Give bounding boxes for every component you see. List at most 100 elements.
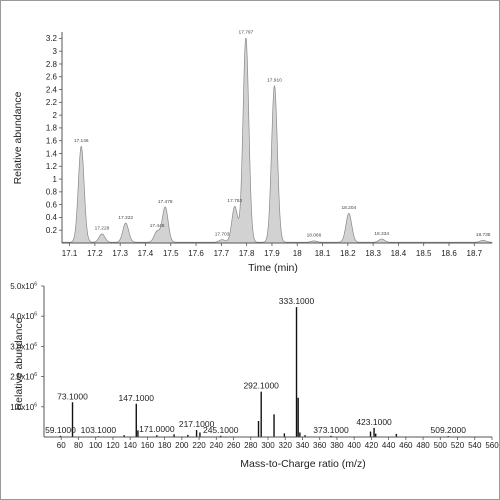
spectrum-x-tick-label: 100 <box>89 441 103 450</box>
chromatogram-x-tick-label: 17.9 <box>264 249 280 258</box>
chromatogram-x-tick-label: 17.4 <box>138 249 154 258</box>
spectrum-ion-label: 59.1000 <box>45 425 76 435</box>
chromatogram-x-tick-label: 18.5 <box>416 249 432 258</box>
spectrum-x-tick-label: 420 <box>365 441 379 450</box>
chromatogram-y-tick-label: 1.2 <box>46 162 58 171</box>
chromatogram-x-tick-label: 17.6 <box>188 249 204 258</box>
chromatogram-y-tick-label: 2.2 <box>46 98 58 107</box>
spectrum-x-tick-label: 140 <box>123 441 137 450</box>
chromatogram-peak-label: 17.703 <box>215 231 230 237</box>
chromatogram-y-tick-label: 0.2 <box>46 226 58 235</box>
chromatogram-peak-label: 17.446 <box>150 223 165 229</box>
chromatogram-peak-label: 17.797 <box>239 29 254 35</box>
spectrum-x-tick-label: 360 <box>313 441 327 450</box>
chromatogram-x-title: Time (min) <box>248 262 298 274</box>
chromatogram-x-tick-label: 18.2 <box>340 249 356 258</box>
spectrum-x-tick-label: 540 <box>468 441 482 450</box>
chromatogram-y-tick-label: 3.2 <box>46 34 58 43</box>
spectrum-x-tick-label: 60 <box>57 441 66 450</box>
chromatogram-x-tick-label: 17.1 <box>62 249 78 258</box>
spectrum-ion-label: 292.1000 <box>243 381 279 391</box>
chromatogram-y-tick-label: 0.8 <box>46 188 58 197</box>
chromatogram-y-tick-label: 3 <box>53 47 58 56</box>
spectrum-ion-label: 423.1000 <box>356 417 392 427</box>
chromatogram-y-ticks: 0.2 0.4 0.6 0.8 1 1.2 1.4 1.6 1.8 2 2.2 2.4 2.6 2.8 3 3… <box>46 34 62 235</box>
spectrum-x-title: Mass-to-Charge ratio (m/z) <box>240 458 365 470</box>
chromatogram-y-tick-label: 2.4 <box>46 85 58 94</box>
chromatogram-peak-label: 17.753 <box>227 198 242 204</box>
spectrum-y-tick-exponent: 6 <box>34 282 37 288</box>
spectrum-x-tick-label: 480 <box>416 441 430 450</box>
chromatogram-x-tick-label: 18.6 <box>441 249 457 258</box>
chromatogram-trace <box>61 38 493 244</box>
chromatogram-x-ticks: 17.1 17.2 17.3 17.4 17.5 17.6 17.7 17.8 17.9 18 18… <box>62 243 483 258</box>
spectrum-ion-label: 73.1000 <box>57 391 88 401</box>
spectrum-y-tick-exponent: 6 <box>34 342 37 348</box>
spectrum-x-tick-label: 240 <box>210 441 224 450</box>
chromatogram-y-title: Relative abundance <box>12 91 24 184</box>
chromatogram-peak-label: 17.322 <box>118 215 133 221</box>
spectrum-ion-label: 147.1000 <box>119 393 155 403</box>
spectrum-ion-label: 373.1000 <box>313 425 349 435</box>
spectrum-x-tick-label: 560 <box>485 441 499 450</box>
chromatogram-y-tick-label: 2.6 <box>46 73 58 82</box>
spectrum-x-tick-label: 260 <box>227 441 241 450</box>
chromatogram-x-tick-label: 17.5 <box>163 249 179 258</box>
spectrum-bars <box>59 307 449 437</box>
spectrum-x-tick-label: 300 <box>261 441 275 450</box>
spectrum-x-tick-label: 180 <box>158 441 172 450</box>
spectrum-ion-label: 103.1000 <box>81 425 117 435</box>
chromatogram-peak-label: 17.910 <box>267 77 282 83</box>
chromatogram-x-tick-label: 17.2 <box>87 249 103 258</box>
chromatogram-y-tick-label: 2 <box>53 111 58 120</box>
spectrum-ion-label: 217.1000 <box>179 419 215 429</box>
chromatogram-peak-label: 17.228 <box>95 226 110 232</box>
chromatogram-peak-labels: 17.146 17.228 17.322 17.446 17.478 17.703 17.7… <box>74 29 491 238</box>
spectrum-x-tick-label: 380 <box>330 441 344 450</box>
spectrum-x-tick-label: 500 <box>434 441 448 450</box>
spectrum-x-tick-label: 120 <box>106 441 120 450</box>
chromatogram-peak-label: 18.066 <box>307 233 322 239</box>
spectrum-y-tick-label: 1.0x106 <box>10 402 37 412</box>
chromatogram-peak-label: 18.204 <box>341 205 356 211</box>
chromatogram-peak-label: 17.478 <box>158 199 173 205</box>
spectrum-x-tick-label: 440 <box>382 441 396 450</box>
spectrum-ion-label: 333.1000 <box>279 296 315 306</box>
spectrum-x-tick-label: 200 <box>175 441 189 450</box>
chromatogram-y-tick-label: 0.4 <box>46 213 58 222</box>
spectrum-y-tick-label: 2.0x106 <box>10 372 37 382</box>
spectrum-ion-label: 245.1000 <box>203 425 239 435</box>
chromatogram-x-tick-label: 18.4 <box>391 249 407 258</box>
spectrum-y-title: Relative abundance <box>13 317 25 410</box>
spectrum-panel: 1.0x106 2.0x106 3.0x106 4.0x106 5.0x106 60 80… <box>10 282 499 471</box>
spectrum-x-tick-label: 80 <box>74 441 83 450</box>
chromatogram-y-tick-label: 1.6 <box>46 136 58 145</box>
chromatogram-panel: 0.2 0.4 0.6 0.8 1 1.2 1.4 1.6 1.8 2 2.2 2.4 2.6 2.8 3 3… <box>12 29 493 274</box>
chromatogram-y-tick-label: 1.4 <box>46 149 58 158</box>
chromatogram-x-tick-label: 17.7 <box>214 249 230 258</box>
spectrum-x-tick-label: 340 <box>296 441 310 450</box>
chromatogram-x-tick-label: 17.3 <box>112 249 128 258</box>
spectrum-y-tick-label: 5.0x106 <box>10 282 37 292</box>
spectrum-ion-labels: 59.1000 73.1000 103.1000 147.1000 171.0000 21… <box>45 296 466 435</box>
spectrum-x-tick-label: 160 <box>141 441 155 450</box>
spectrum-x-tick-label: 520 <box>451 441 465 450</box>
spectrum-y-tick-label: 3.0x106 <box>10 342 37 352</box>
chromatogram-peak-label: 17.146 <box>74 138 89 144</box>
spectrum-x-tick-label: 280 <box>244 441 258 450</box>
chromatogram-peak-label: 18.334 <box>374 231 389 237</box>
spectrum-ion-label: 509.2000 <box>431 425 467 435</box>
chromatogram-x-tick-label: 18.1 <box>315 249 331 258</box>
chromatogram-y-tick-label: 1.8 <box>46 124 58 133</box>
chromatogram-y-tick-label: 2.8 <box>46 60 58 69</box>
chromatogram-y-tick-label: 0.6 <box>46 200 58 209</box>
chromatogram-peak-label: 18.735 <box>476 232 491 238</box>
chromatogram-x-tick-label: 17.8 <box>239 249 255 258</box>
chromatogram-y-tick-label: 1 <box>53 175 58 184</box>
chromatogram-x-tick-label: 18.7 <box>467 249 483 258</box>
spectrum-ion-label: 171.0000 <box>139 424 175 434</box>
spectrum-x-tick-label: 320 <box>279 441 293 450</box>
spectrum-x-tick-label: 400 <box>347 441 361 450</box>
